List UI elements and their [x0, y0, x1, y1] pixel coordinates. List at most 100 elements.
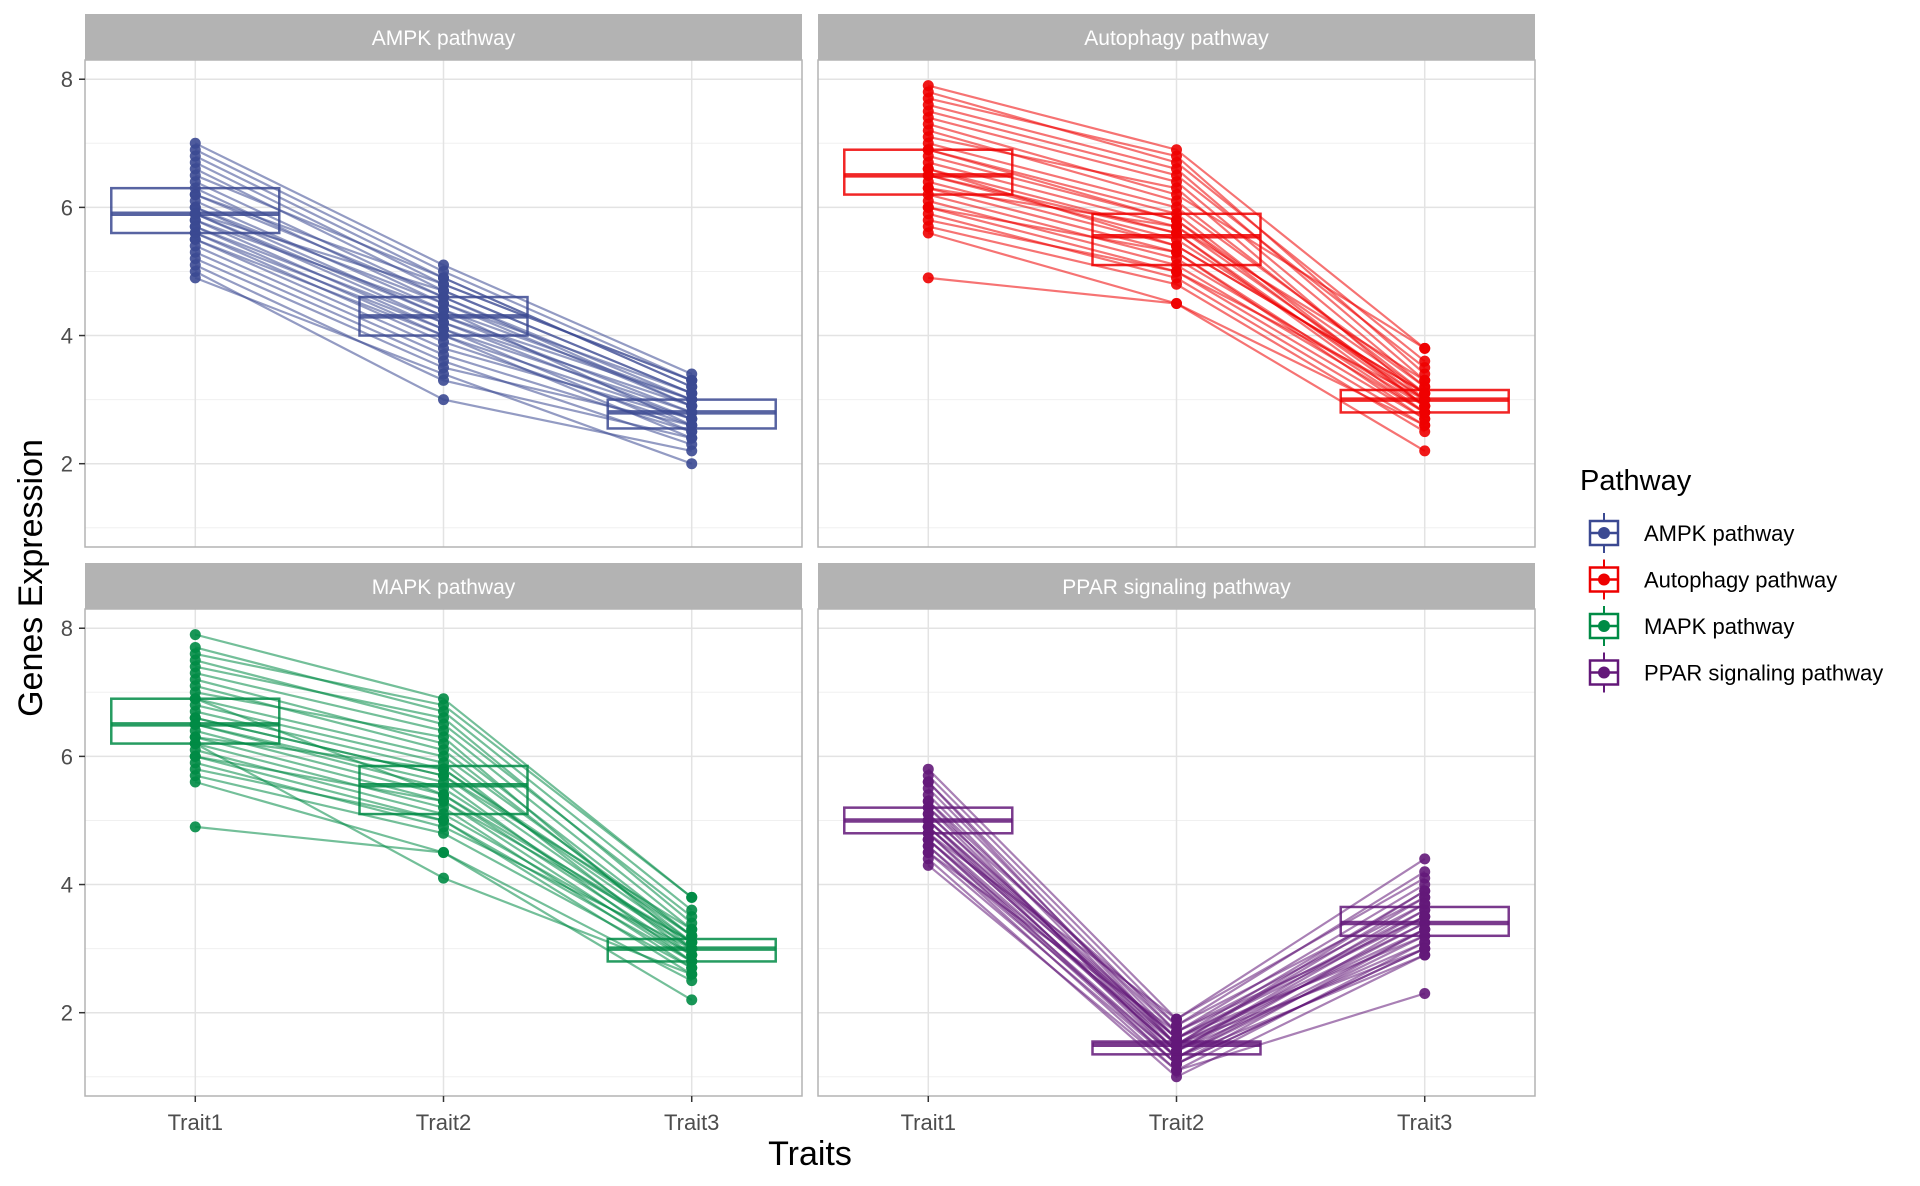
- y-tick-label: 2: [61, 452, 73, 477]
- data-point: [189, 654, 201, 666]
- data-point: [1419, 342, 1431, 354]
- data-point: [1419, 911, 1431, 923]
- data-point: [1171, 182, 1182, 194]
- data-point: [1171, 214, 1182, 226]
- legend-label: Autophagy pathway: [1644, 568, 1837, 593]
- legend-item-ampk-pathway: AMPK pathway: [1588, 513, 1794, 553]
- data-point: [1171, 169, 1182, 181]
- data-point: [686, 891, 698, 903]
- legend-item-autophagy-pathway: Autophagy pathway: [1588, 559, 1837, 600]
- data-point: [189, 750, 201, 762]
- y-tick-label: 4: [61, 324, 73, 349]
- box-iqr: [843, 148, 1014, 196]
- data-point: [1419, 885, 1431, 897]
- data-point: [922, 847, 934, 858]
- facet-strip-label: Autophagy pathway: [1084, 27, 1269, 50]
- data-point: [438, 827, 449, 839]
- data-point: [189, 629, 201, 641]
- legend-key-point: [1598, 620, 1610, 632]
- data-point: [189, 731, 201, 743]
- box-iqr: [110, 186, 281, 235]
- x-tick-label: Trait2: [416, 1110, 471, 1135]
- x-tick-label: Trait3: [1397, 1110, 1452, 1135]
- data-point: [438, 368, 449, 380]
- data-point: [686, 911, 698, 923]
- data-point: [1171, 1058, 1182, 1070]
- y-tick-label: 4: [61, 873, 73, 898]
- data-point: [438, 285, 449, 297]
- data-point: [189, 272, 201, 284]
- data-point: [1419, 987, 1431, 999]
- y-axis-title: Genes Expression: [12, 439, 50, 717]
- legend-label: PPAR signaling pathway: [1644, 661, 1883, 686]
- x-tick-label: Trait1: [168, 1110, 223, 1135]
- data-point: [438, 699, 449, 711]
- x-tick-label: Trait2: [1149, 1110, 1204, 1135]
- panel-ampk-pathway: AMPK pathway 2 4 6 8: [61, 14, 803, 548]
- legend-item-ppar-signaling-pathway: PPAR signaling pathway: [1588, 652, 1883, 693]
- panel-border: [84, 59, 803, 548]
- facet-strip: [818, 14, 1535, 60]
- data-point: [1419, 374, 1431, 386]
- x-tick-label: Trait3: [664, 1110, 719, 1135]
- data-point: [686, 432, 698, 444]
- data-point: [438, 304, 449, 316]
- data-point: [1171, 265, 1182, 277]
- panel-mapk-pathway: MAPK pathway 2 4 6 8 Trait1 Trait2 Trait3: [61, 563, 803, 1135]
- data-point: [1419, 419, 1431, 431]
- y-tick-label: 6: [61, 195, 73, 220]
- data-point: [922, 859, 934, 871]
- legend-title: Pathway: [1580, 465, 1692, 497]
- data-point: [1419, 445, 1431, 457]
- panel-autophagy-pathway: Autophagy pathway: [817, 14, 1536, 548]
- data-point: [1171, 1013, 1182, 1025]
- panel-border: [817, 59, 1536, 548]
- data-point: [438, 872, 449, 884]
- data-point: [1171, 246, 1182, 258]
- data-point: [189, 712, 201, 724]
- data-point: [1171, 298, 1182, 309]
- panel-ppar-signaling-pathway: PPAR signaling pathway Trait1 Trait2 Trait3: [817, 563, 1536, 1135]
- x-axis-title: Traits: [768, 1135, 852, 1173]
- data-point: [686, 994, 698, 1006]
- data-point: [922, 163, 934, 175]
- data-point: [1419, 853, 1431, 865]
- data-point: [189, 189, 201, 201]
- data-point: [438, 795, 449, 807]
- box-iqr: [358, 764, 529, 816]
- y-tick-label: 6: [61, 744, 73, 769]
- data-point: [686, 374, 698, 386]
- data-point: [1419, 943, 1431, 955]
- data-point: [922, 776, 934, 788]
- y-tick-label: 8: [61, 616, 73, 641]
- data-point: [922, 105, 934, 117]
- legend-label: AMPK pathway: [1644, 521, 1794, 546]
- facet-strip: [85, 563, 802, 609]
- data-point: [686, 458, 698, 470]
- data-point: [922, 795, 934, 807]
- data-point: [1419, 362, 1431, 374]
- data-point: [189, 821, 201, 833]
- facet-strip: [818, 563, 1535, 609]
- data-point: [922, 834, 934, 846]
- data-point: [686, 387, 698, 399]
- x-tick-label: Trait1: [901, 1110, 956, 1135]
- y-tick-label: 8: [61, 67, 73, 92]
- box-iqr: [1091, 212, 1262, 267]
- data-point: [922, 272, 934, 284]
- data-point: [686, 968, 698, 980]
- facet-strip-label: AMPK pathway: [372, 27, 516, 50]
- legend: AMPK pathway Autophagy pathway MAPK pathwa…: [1588, 513, 1883, 693]
- data-point: [922, 201, 934, 213]
- data-point: [922, 182, 934, 194]
- data-point: [922, 227, 934, 239]
- legend-label: MAPK pathway: [1644, 614, 1794, 639]
- data-point: [189, 776, 201, 788]
- facet-strip: [85, 14, 802, 60]
- data-point: [1171, 150, 1182, 162]
- data-point: [438, 718, 449, 730]
- y-tick-label: 2: [61, 1001, 73, 1026]
- box-iqr: [1091, 1040, 1262, 1056]
- box-iqr: [110, 697, 281, 745]
